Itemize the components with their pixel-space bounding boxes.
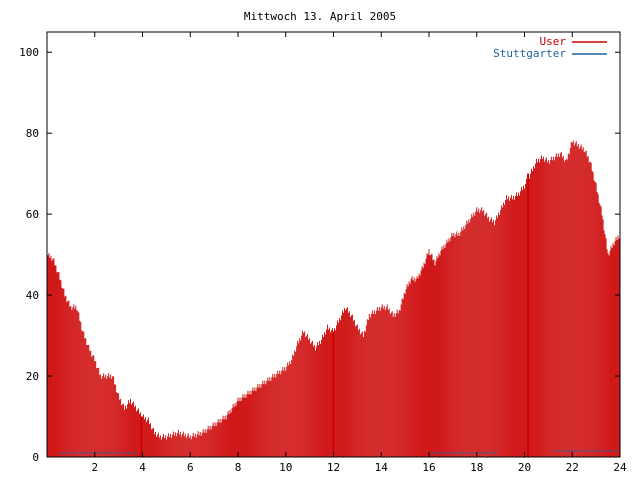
y-tick-label: 80	[26, 127, 39, 140]
y-tick-label: 0	[32, 451, 39, 464]
y-tick-label: 40	[26, 289, 39, 302]
x-tick-label: 18	[470, 461, 483, 474]
legend-label-stuttgarter: Stuttgarter	[493, 47, 566, 60]
y-tick-label: 20	[26, 370, 39, 383]
x-tick-label: 24	[613, 461, 627, 474]
chart-title: Mittwoch 13. April 2005	[244, 10, 396, 23]
x-tick-label: 2	[91, 461, 98, 474]
x-axis: 2 4 6 8 10 12 14 16 18 20 22 24	[91, 32, 627, 474]
x-tick-label: 12	[327, 461, 340, 474]
x-tick-label: 10	[279, 461, 292, 474]
y-tick-label: 100	[19, 46, 39, 59]
user-series-bars	[46, 140, 621, 457]
legend-label-user: User	[540, 35, 567, 48]
legend: User Stuttgarter	[493, 35, 607, 60]
x-tick-label: 22	[566, 461, 579, 474]
y-axis: 0 20 40 60 80 100	[19, 46, 620, 464]
x-tick-label: 8	[235, 461, 242, 474]
x-tick-label: 6	[187, 461, 194, 474]
y-tick-label: 60	[26, 208, 39, 221]
stuttgarter-series	[58, 450, 620, 454]
x-tick-label: 20	[518, 461, 531, 474]
x-tick-label: 14	[375, 461, 389, 474]
x-tick-label: 16	[422, 461, 435, 474]
x-tick-label: 4	[139, 461, 146, 474]
